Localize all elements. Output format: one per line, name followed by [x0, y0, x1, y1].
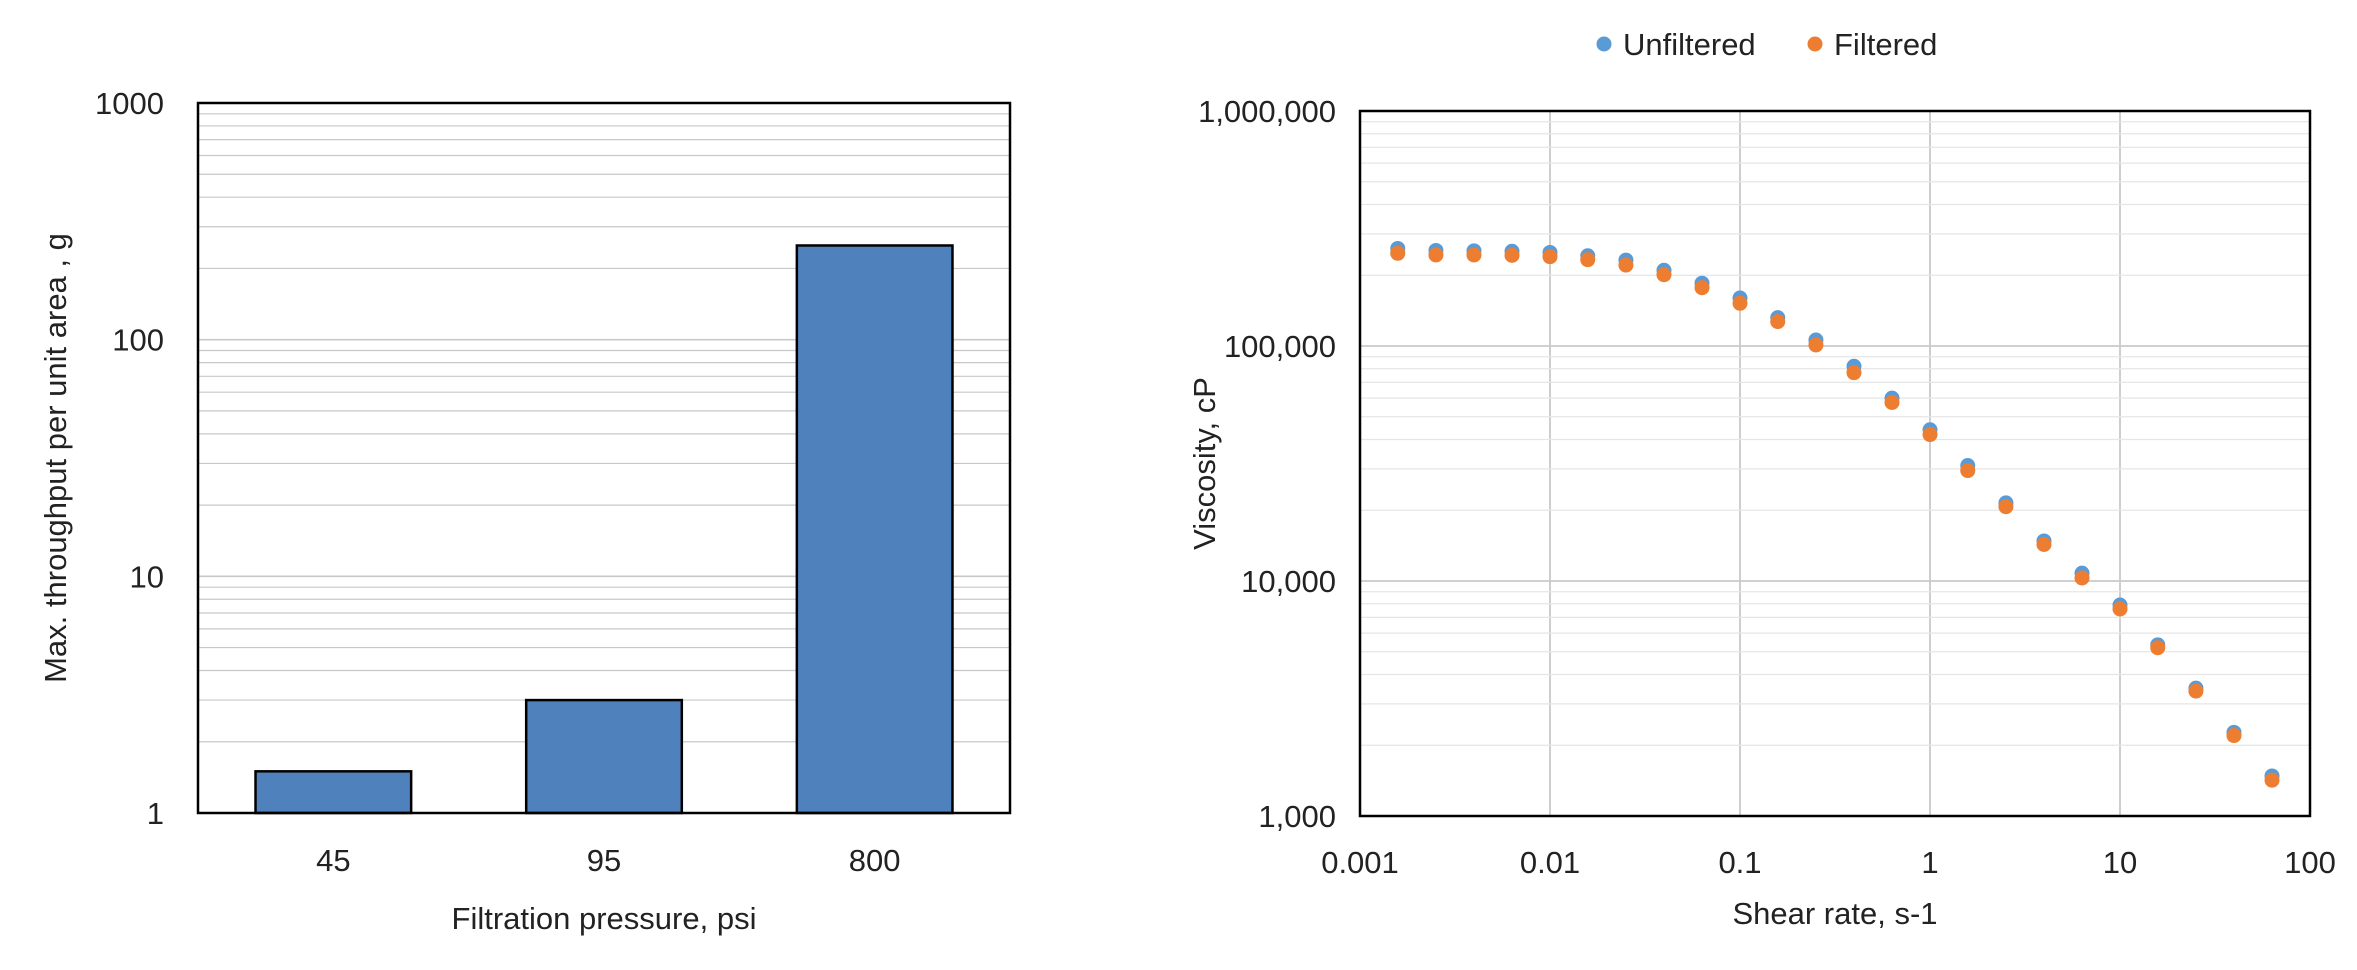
scatter-chart-points	[1390, 240, 2280, 788]
scatter-chart-y-axis-label: Viscosity, cP	[1187, 377, 1222, 550]
point-filtered	[2112, 601, 2128, 617]
bar-95	[524, 698, 684, 815]
x-tick-label: 100	[2284, 845, 2336, 880]
point-filtered	[1922, 427, 1938, 443]
scatter-chart-plot-frame	[1358, 109, 2312, 818]
y-tick-label: 1,000,000	[1198, 94, 1336, 129]
point-filtered	[1542, 249, 1558, 265]
point-filtered	[1998, 499, 2014, 515]
scatter-chart-viscosity: 1,000 10,000 100,000 1,000,000 0.001 0.01 0.1…	[1187, 27, 2336, 931]
bar-chart-filtration: 1 10 100 1000 45 95 800 Filtration pressure, …	[38, 86, 1012, 936]
series-filtered	[1390, 245, 2280, 788]
point-filtered	[1580, 252, 1596, 268]
legend-label-filtered: Filtered	[1834, 27, 1937, 62]
scatter-chart-x-axis-label: Shear rate, s-1	[1732, 896, 1937, 931]
point-filtered	[2150, 640, 2166, 656]
point-filtered	[1428, 247, 1444, 263]
point-filtered	[2074, 570, 2090, 586]
point-filtered	[1618, 257, 1634, 273]
bar-800	[795, 244, 954, 815]
x-tick-label: 800	[849, 843, 901, 878]
point-filtered	[1466, 247, 1482, 263]
x-tick-label: 1	[1921, 845, 1938, 880]
y-tick-label: 10,000	[1241, 564, 1336, 599]
x-tick-label: 0.001	[1321, 845, 1399, 880]
y-tick-label: 100	[112, 323, 164, 358]
bar-chart-y-axis-label: Max. throughput per unit area , g	[38, 233, 73, 683]
y-tick-label: 1	[147, 796, 164, 831]
legend-marker-filtered	[1807, 36, 1823, 52]
bar-45	[254, 770, 413, 815]
point-filtered	[2036, 536, 2052, 552]
point-filtered	[1770, 314, 1786, 330]
x-tick-label: 45	[316, 843, 350, 878]
series-unfiltered	[1390, 240, 2280, 784]
bar-chart-x-axis-label: Filtration pressure, psi	[452, 901, 757, 936]
x-tick-label: 0.01	[1520, 845, 1580, 880]
point-filtered	[1960, 463, 1976, 479]
legend-label-unfiltered: Unfiltered	[1623, 27, 1756, 62]
bar-chart-y-tick-labels: 1 10 100 1000	[95, 86, 164, 831]
x-tick-label: 0.1	[1718, 845, 1761, 880]
scatter-chart-legend: Unfiltered Filtered	[1596, 27, 1937, 62]
point-filtered	[1884, 394, 1900, 410]
point-filtered	[1808, 337, 1824, 353]
point-filtered	[1694, 280, 1710, 296]
scatter-chart-x-tick-labels: 0.001 0.01 0.1 1 10 100	[1321, 845, 2336, 880]
point-filtered	[1656, 267, 1672, 283]
point-filtered	[1390, 245, 1406, 261]
point-filtered	[1732, 295, 1748, 311]
point-filtered	[2226, 728, 2242, 744]
point-filtered	[2188, 683, 2204, 699]
x-tick-label: 95	[587, 843, 621, 878]
y-tick-label: 1,000	[1258, 799, 1336, 834]
point-filtered	[1504, 247, 1520, 263]
scatter-chart-gridlines	[1360, 110, 2311, 816]
point-filtered	[2264, 772, 2280, 788]
y-tick-label: 1000	[95, 86, 164, 121]
bar-chart-x-tick-labels: 45 95 800	[316, 843, 900, 878]
y-tick-label: 100,000	[1224, 329, 1336, 364]
bar-chart-bars	[254, 244, 954, 815]
scatter-chart-y-tick-labels: 1,000 10,000 100,000 1,000,000	[1198, 94, 1336, 834]
legend-marker-unfiltered	[1596, 36, 1612, 52]
x-tick-label: 10	[2103, 845, 2137, 880]
y-tick-label: 10	[130, 559, 164, 594]
point-filtered	[1846, 365, 1862, 381]
bar-chart-plot-frame	[196, 101, 1012, 815]
